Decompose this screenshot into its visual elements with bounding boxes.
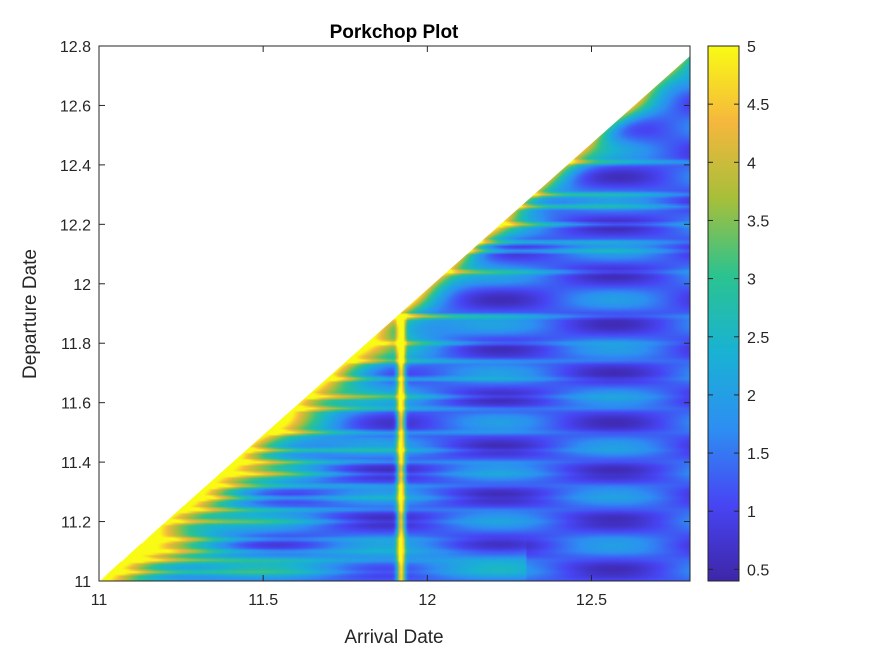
- x-tick-label: 11.5: [248, 592, 278, 609]
- x-tick-label: 11: [91, 592, 108, 609]
- y-tick-label: 11.4: [61, 455, 91, 472]
- colorbar-tick-label: 2.5: [747, 330, 769, 347]
- y-tick-label: 12.8: [60, 39, 91, 56]
- colorbar-tick-label: 1: [747, 504, 756, 521]
- y-tick-label: 12: [73, 277, 91, 294]
- y-axis: 11 11.2 11.4 11.6 11.8 12 12.2 12.4 12.6 12.8: [60, 39, 690, 591]
- x-axis-label: Arrival Date: [344, 627, 443, 648]
- x-tick-label: 12: [418, 592, 436, 609]
- x-tick-label: 12.5: [576, 592, 607, 609]
- y-tick-label: 12.2: [60, 217, 91, 234]
- colorbar-tick-label: 0.5: [747, 562, 769, 579]
- y-tick-label: 12.4: [60, 158, 91, 175]
- colorbar-tick-label: 4: [747, 155, 756, 172]
- x-axis: 11 11.5 12 12.5: [91, 46, 607, 609]
- y-tick-label: 11: [74, 574, 91, 591]
- y-tick-label: 11.2: [61, 515, 91, 532]
- chart-title: Porkchop Plot: [330, 22, 459, 43]
- y-tick-label: 11.8: [61, 336, 91, 353]
- axes-box: [98, 45, 691, 582]
- colorbar-tick-label: 3.5: [747, 213, 769, 230]
- colorbar-tick-label: 3: [747, 272, 756, 289]
- colorbar-tick-label: 2: [747, 388, 756, 405]
- y-tick-label: 11.6: [61, 396, 91, 413]
- colorbar-tick-label: 4.5: [747, 97, 769, 114]
- colorbar-ticks: 0.5 1 1.5 2 2.5 3 3.5 4 4.5 5: [708, 39, 769, 579]
- colorbar-tick-label: 1.5: [747, 446, 769, 463]
- y-axis-label: Departure Date: [20, 249, 41, 379]
- colorbar-tick-label: 5: [747, 39, 756, 56]
- y-tick-label: 12.6: [60, 98, 91, 115]
- colorbar: [707, 45, 740, 582]
